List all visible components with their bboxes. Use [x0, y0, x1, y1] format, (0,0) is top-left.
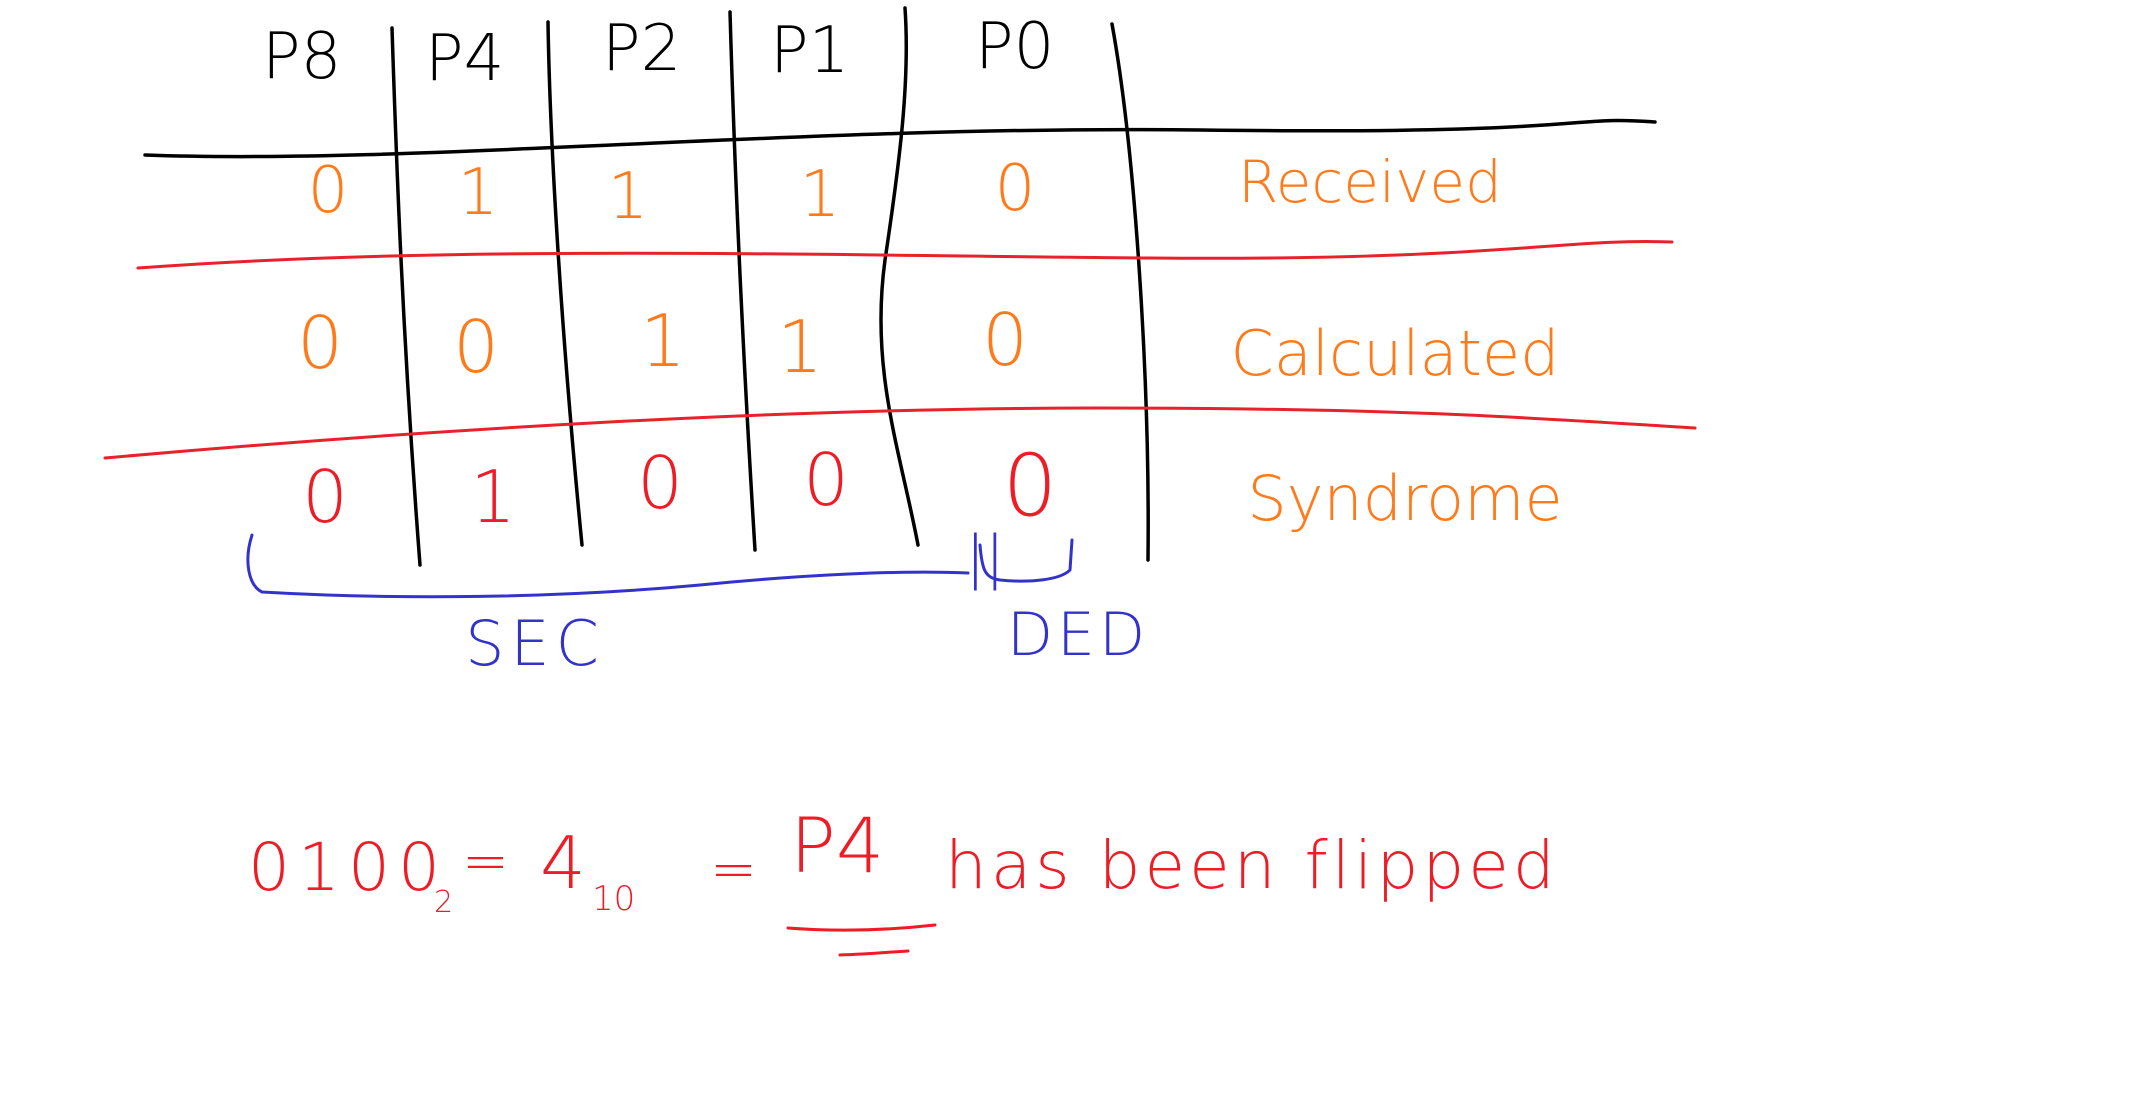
- conclusion-binary: 0100: [248, 829, 448, 906]
- header-p4: P4: [425, 22, 504, 96]
- separator-5: [1110, 22, 1150, 562]
- row-calculated: 0 0 1 1 0 Calculated: [297, 298, 1559, 390]
- conclusion-eq2: =: [710, 837, 757, 902]
- label-received: Received: [1238, 148, 1502, 216]
- calculated-p8: 0: [297, 301, 343, 385]
- received-p0: 0: [995, 152, 1036, 226]
- label-syndrome: Syndrome: [1247, 462, 1562, 535]
- header-p1: P1: [770, 14, 849, 88]
- separator-1: [390, 26, 422, 567]
- syndrome-p0: 0: [1003, 436, 1058, 536]
- header-p8: P8: [262, 20, 341, 94]
- sec-brace: [246, 533, 970, 599]
- received-p1: 1: [800, 158, 841, 232]
- received-p2: 1: [608, 160, 649, 234]
- calculated-p4: 0: [453, 305, 499, 389]
- conclusion-binary-base: 2: [434, 885, 453, 920]
- calculated-p1: 1: [777, 305, 823, 389]
- syndrome-p8: 0: [302, 455, 348, 539]
- brace-group: [246, 533, 1074, 599]
- ded-brace: [978, 538, 1074, 583]
- row-syndrome: 0 1 0 0 0 Syndrome: [302, 436, 1563, 539]
- separator-4: [879, 6, 920, 547]
- row-received: 0 1 1 1 0 Received: [308, 148, 1502, 234]
- column-headers: P8 P4 P2 P1 P0: [262, 10, 1054, 96]
- header-p0: P0: [975, 10, 1054, 84]
- conclusion-eq1: =: [462, 829, 509, 894]
- syndrome-p4: 1: [470, 455, 516, 539]
- conclusion-text: has been flipped: [945, 827, 1559, 904]
- row-divider-1: [136, 240, 1674, 270]
- syndrome-p1: 0: [803, 438, 849, 522]
- conclusion-decimal-base: 10: [592, 879, 635, 919]
- ded-label: DED: [1007, 600, 1149, 670]
- p4-underline: [786, 923, 937, 957]
- row-divider-2: [103, 406, 1697, 460]
- label-calculated: Calculated: [1231, 317, 1560, 390]
- conclusion-decimal: 4: [540, 821, 586, 905]
- conclusion: 0100 2 = 4 10 = P4 has been flipped: [248, 801, 1559, 920]
- separator-3: [728, 10, 757, 552]
- received-p4: 1: [458, 156, 499, 230]
- separator-2: [546, 20, 584, 547]
- equals-mark: ||: [965, 523, 1004, 591]
- row-dividers: [103, 240, 1697, 460]
- header-p2: P2: [602, 12, 681, 86]
- underline-2: [838, 949, 910, 957]
- underline-1: [786, 923, 937, 932]
- sec-label: SEC: [465, 607, 605, 680]
- calculated-p0: 0: [982, 298, 1028, 382]
- conclusion-bit: P4: [790, 801, 884, 890]
- received-p8: 0: [308, 154, 349, 228]
- syndrome-p2: 0: [637, 441, 683, 525]
- calculated-p2: 1: [640, 299, 686, 383]
